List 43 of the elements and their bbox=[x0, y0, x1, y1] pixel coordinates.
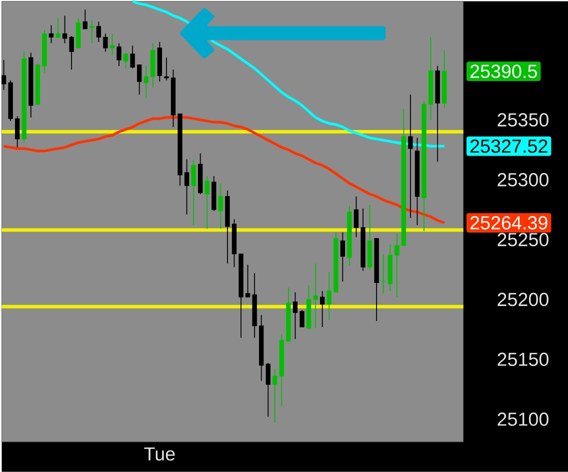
candlestick bbox=[408, 94, 413, 219]
candlestick bbox=[292, 292, 298, 340]
candlestick bbox=[326, 272, 332, 320]
candlestick bbox=[116, 42, 122, 66]
text: 25264.39 bbox=[470, 216, 548, 230]
y-tick-label: 25250 bbox=[498, 232, 548, 246]
candlestick bbox=[130, 45, 135, 69]
candlestick bbox=[144, 66, 148, 99]
candlestick bbox=[354, 196, 359, 238]
candlestick bbox=[184, 158, 190, 215]
candlestick bbox=[90, 20, 94, 44]
candlestick bbox=[15, 116, 20, 148]
candlestick bbox=[300, 310, 304, 328]
candlestick bbox=[62, 15, 68, 44]
candlestick bbox=[103, 33, 108, 52]
y-tick-label: 25150 bbox=[498, 352, 548, 366]
candlestick bbox=[340, 232, 346, 282]
candlestick bbox=[164, 57, 169, 81]
candlestick bbox=[394, 233, 400, 298]
text: 25327.52 bbox=[470, 140, 548, 153]
candlestick bbox=[272, 368, 278, 424]
candlestick bbox=[56, 18, 60, 39]
candlestick bbox=[96, 21, 102, 43]
candlestick bbox=[110, 33, 115, 56]
candlestick bbox=[266, 362, 270, 418]
y-tick-label: 25350 bbox=[498, 113, 548, 127]
candlestick bbox=[69, 36, 74, 70]
y-tick-label: 25200 bbox=[498, 292, 548, 306]
x-tick-label: Tue bbox=[144, 448, 175, 461]
text: 25390.5 bbox=[470, 64, 537, 78]
candlestick bbox=[191, 158, 196, 226]
y-tick-label: 25300 bbox=[498, 173, 548, 186]
candlestick bbox=[313, 263, 318, 329]
candlestick bbox=[123, 52, 128, 69]
candlestick bbox=[1, 60, 6, 90]
candlestick bbox=[245, 264, 250, 298]
candlestick bbox=[204, 176, 210, 230]
candlestick bbox=[218, 182, 224, 230]
candlestick bbox=[82, 9, 88, 30]
y-tick-label: 25100 bbox=[498, 412, 548, 426]
candlestick bbox=[48, 24, 54, 44]
candlestick bbox=[137, 64, 142, 96]
candlestick bbox=[320, 290, 325, 328]
